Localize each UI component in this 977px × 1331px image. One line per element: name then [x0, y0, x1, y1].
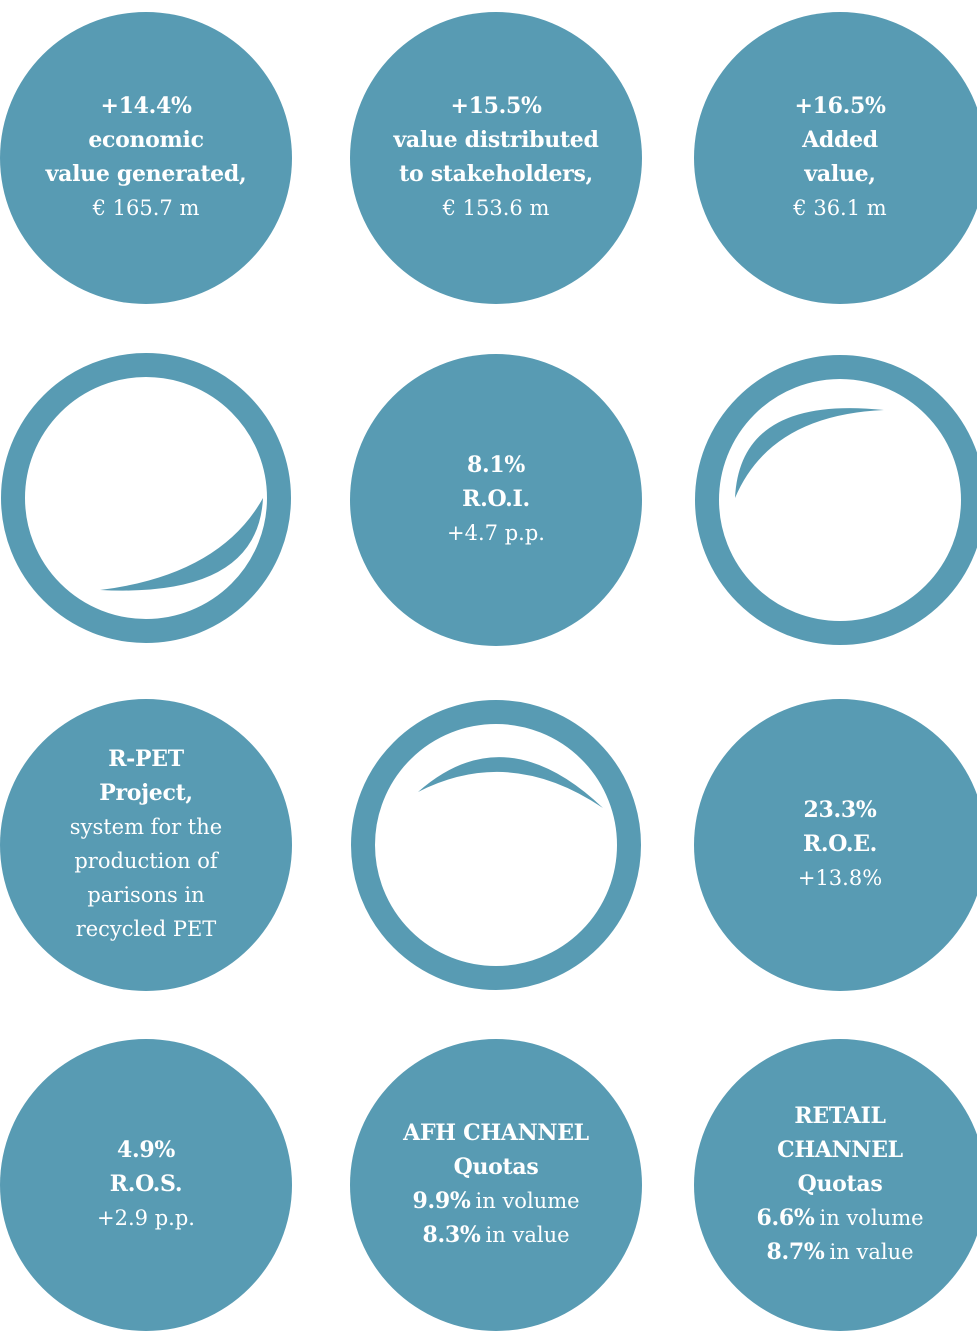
highlight-text: 23.3% [803, 797, 877, 823]
text-line: +16.5% [794, 90, 885, 124]
text-line: 8.1% [467, 449, 525, 483]
highlight-text: AFH CHANNEL [403, 1120, 589, 1146]
highlight-text: Added [802, 127, 878, 153]
highlight-text: value, [804, 161, 876, 187]
body-text: in value [829, 1240, 914, 1264]
highlight-text: to stakeholders, [399, 161, 593, 187]
text-line: € 165.7 m [93, 192, 200, 226]
highlight-text: Project, [99, 780, 193, 806]
crescent [735, 408, 884, 498]
text-line: Quotas [454, 1151, 539, 1185]
text-line: CHANNEL [777, 1134, 903, 1168]
kpi-circle: +15.5% value distributed to stakeholders, €… [350, 12, 642, 304]
body-text: in volume [475, 1189, 580, 1213]
text-line: 9.9% in volume [412, 1185, 579, 1219]
crescent [418, 757, 603, 808]
kpi-circle: AFH CHANNEL Quotas 9.9% in volume 8.3% in v… [350, 1039, 642, 1331]
body-text: +13.8% [797, 866, 883, 890]
text-line: Quotas [798, 1168, 883, 1202]
highlight-text: CHANNEL [777, 1137, 903, 1163]
text-line: 4.9% [117, 1134, 175, 1168]
body-text: € 153.6 m [442, 196, 550, 220]
text-line: value generated, [46, 158, 247, 192]
highlight-text: R.O.I. [462, 486, 530, 512]
highlight-text: +16.5% [794, 93, 886, 119]
text-line: 23.3% [804, 794, 877, 828]
highlight-text: 8.7% [766, 1239, 825, 1265]
text-line: 8.7% in value [766, 1236, 913, 1270]
body-text: parisons in [87, 883, 205, 907]
text-line: R.O.S. [109, 1168, 183, 1202]
text-line: +15.5% [450, 90, 541, 124]
highlight-text: Quotas [453, 1154, 539, 1180]
text-line: R.O.I. [462, 483, 530, 517]
highlight-text: 6.6% [756, 1205, 815, 1231]
body-text: in volume [819, 1206, 924, 1230]
ring [351, 700, 641, 990]
highlight-text: economic [88, 127, 204, 153]
kpi-circle: RETAIL CHANNEL Quotas 6.6% in volume 8.7% in… [694, 1039, 977, 1331]
kpi-circle: 8.1% R.O.I. +4.7 p.p. [350, 354, 642, 646]
body-text: system for the [69, 815, 223, 839]
body-text: in value [485, 1223, 570, 1247]
text-line: AFH CHANNEL [403, 1117, 589, 1151]
text-line: R-PET [108, 743, 184, 777]
ring [1, 353, 291, 643]
kpi-circle: R-PET Project, system for the production of… [0, 699, 292, 991]
body-text: € 36.1 m [793, 196, 887, 220]
highlight-text: 9.9% [412, 1188, 471, 1214]
highlight-text: value generated, [45, 161, 247, 187]
text-line: 6.6% in volume [756, 1202, 923, 1236]
highlight-text: value distributed [393, 127, 599, 153]
highlight-text: R.O.E. [802, 831, 878, 857]
text-line: production of [74, 845, 217, 879]
text-line: value distributed [393, 124, 598, 158]
body-text: +2.9 p.p. [97, 1206, 195, 1230]
highlight-text: RETAIL [794, 1103, 886, 1129]
text-line: € 153.6 m [443, 192, 550, 226]
text-line: to stakeholders, [399, 158, 593, 192]
text-line: +13.8% [798, 862, 882, 896]
kpi-circle: 23.3% R.O.E. +13.8% [694, 699, 977, 991]
text-line: value, [804, 158, 876, 192]
body-text: € 165.7 m [92, 196, 200, 220]
highlight-text: R.O.S. [109, 1171, 183, 1197]
body-text: production of [74, 849, 218, 873]
kpi-circle: 4.9% R.O.S. +2.9 p.p. [0, 1039, 292, 1331]
highlight-text: +15.5% [450, 93, 542, 119]
kpi-circle: +16.5% Added value, € 36.1 m [694, 12, 977, 304]
text-line: +4.7 p.p. [447, 517, 545, 551]
highlight-text: R-PET [108, 746, 184, 772]
body-text: +4.7 p.p. [447, 521, 545, 545]
text-line: recycled PET [76, 913, 217, 947]
highlight-text: 4.9% [117, 1137, 175, 1163]
ring [695, 355, 977, 645]
text-line: € 36.1 m [793, 192, 886, 226]
text-line: Project, [99, 777, 193, 811]
text-line: +14.4% [100, 90, 191, 124]
highlight-text: +14.4% [100, 93, 192, 119]
text-line: R.O.E. [803, 828, 877, 862]
text-line: system for the [70, 811, 222, 845]
highlight-text: Quotas [797, 1171, 883, 1197]
text-line: 8.3% in value [422, 1219, 569, 1253]
text-line: parisons in [87, 879, 204, 913]
highlight-text: 8.1% [467, 452, 525, 478]
text-line: economic [88, 124, 204, 158]
highlight-text: 8.3% [422, 1222, 481, 1248]
text-line: +2.9 p.p. [97, 1202, 195, 1236]
text-line: Added [802, 124, 878, 158]
text-line: RETAIL [794, 1100, 886, 1134]
body-text: recycled PET [75, 917, 217, 941]
crescent [100, 498, 263, 591]
kpi-circle: +14.4% economic value generated, € 165.7 m [0, 12, 292, 304]
